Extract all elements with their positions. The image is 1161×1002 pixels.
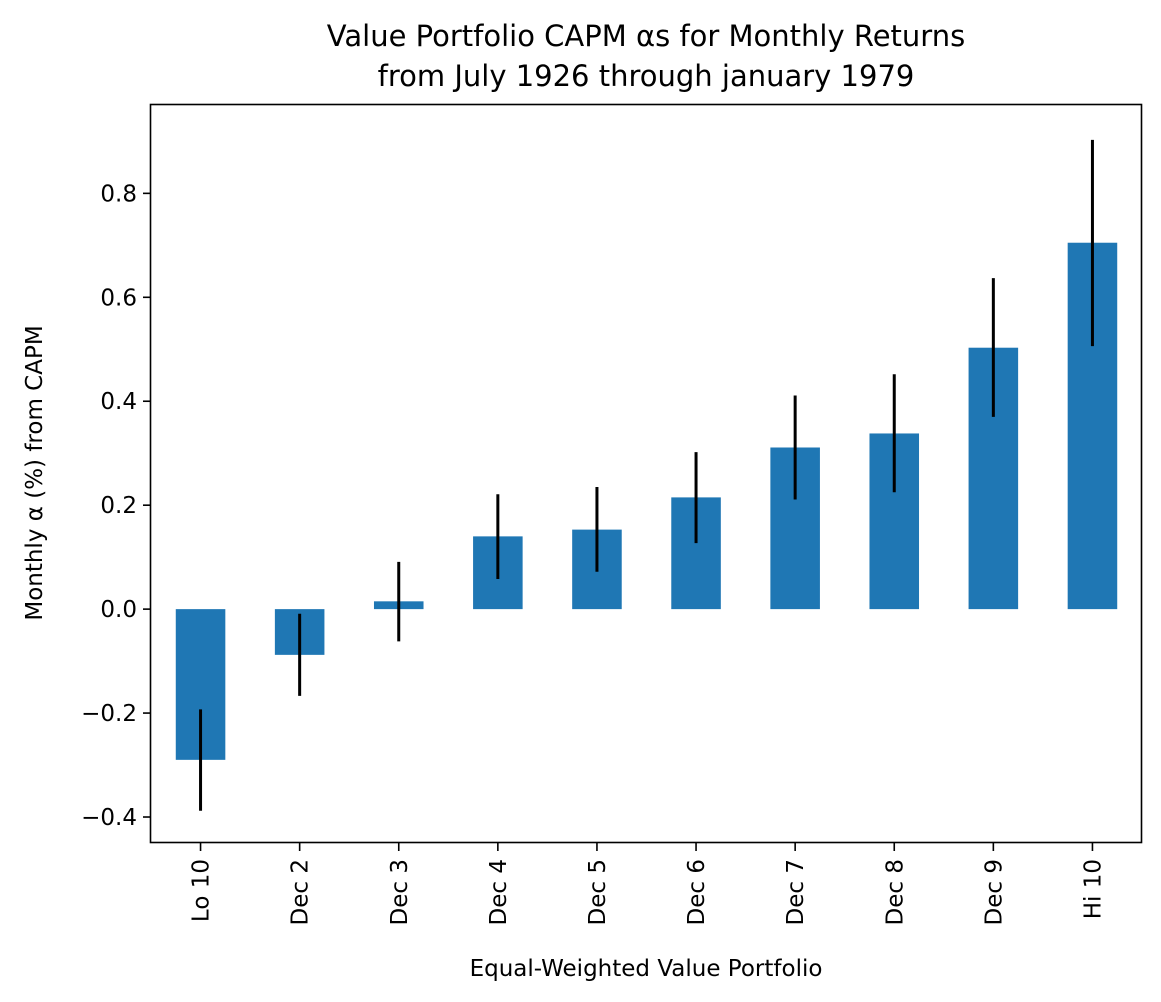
y-tick-label: 0.8	[100, 181, 137, 207]
chart-title: Value Portfolio CAPM αs for Monthly Retu…	[327, 19, 965, 53]
chart-subtitle: from July 1926 through january 1979	[378, 59, 915, 93]
plot-area	[175, 139, 1118, 811]
x-tick-label: Hi 10	[1080, 859, 1106, 919]
y-tick-label: −0.2	[81, 701, 137, 727]
x-tick-label: Dec 3	[387, 859, 413, 925]
y-tick-label: 0.4	[100, 389, 137, 415]
x-tick-label: Dec 9	[981, 859, 1007, 925]
x-tick-label: Dec 6	[684, 859, 710, 925]
x-tick-label: Dec 5	[585, 859, 611, 925]
plot-frame	[149, 103, 1143, 844]
x-axis-label: Equal-Weighted Value Portfolio	[470, 956, 823, 982]
y-tick-label: 0.6	[100, 285, 137, 311]
x-tick-label: Dec 7	[783, 859, 809, 925]
x-tick-label: Lo 10	[189, 859, 215, 922]
x-tick-label: Dec 2	[288, 859, 314, 925]
y-tick-label: −0.4	[81, 805, 137, 831]
y-tick-label: 0.2	[100, 493, 137, 519]
y-tick-label: 0.0	[100, 597, 137, 623]
x-tick-label: Dec 4	[486, 859, 512, 925]
y-axis-label: Monthly α (%) from CAPM	[22, 325, 48, 620]
x-tick-label: Dec 8	[882, 859, 908, 925]
